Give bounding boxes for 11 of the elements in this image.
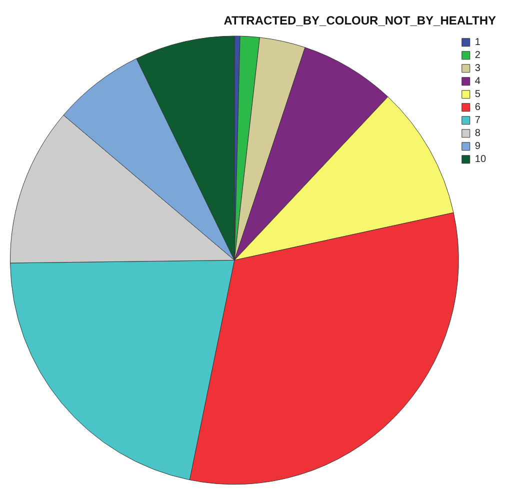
legend-label: 6 xyxy=(474,102,481,114)
legend-label: 10 xyxy=(474,154,486,166)
legend-label: 4 xyxy=(474,76,481,88)
legend-label: 1 xyxy=(474,37,481,48)
legend-label: 9 xyxy=(474,141,481,152)
legend-label: 7 xyxy=(474,115,481,126)
chart-title: ATTRACTED_BY_COLOUR_NOT_BY_HEALTHY xyxy=(224,14,496,28)
legend-label: 5 xyxy=(474,89,481,100)
legend-label: 8 xyxy=(474,128,481,140)
legend-label: 3 xyxy=(474,63,481,74)
legend-label: 2 xyxy=(474,50,481,62)
